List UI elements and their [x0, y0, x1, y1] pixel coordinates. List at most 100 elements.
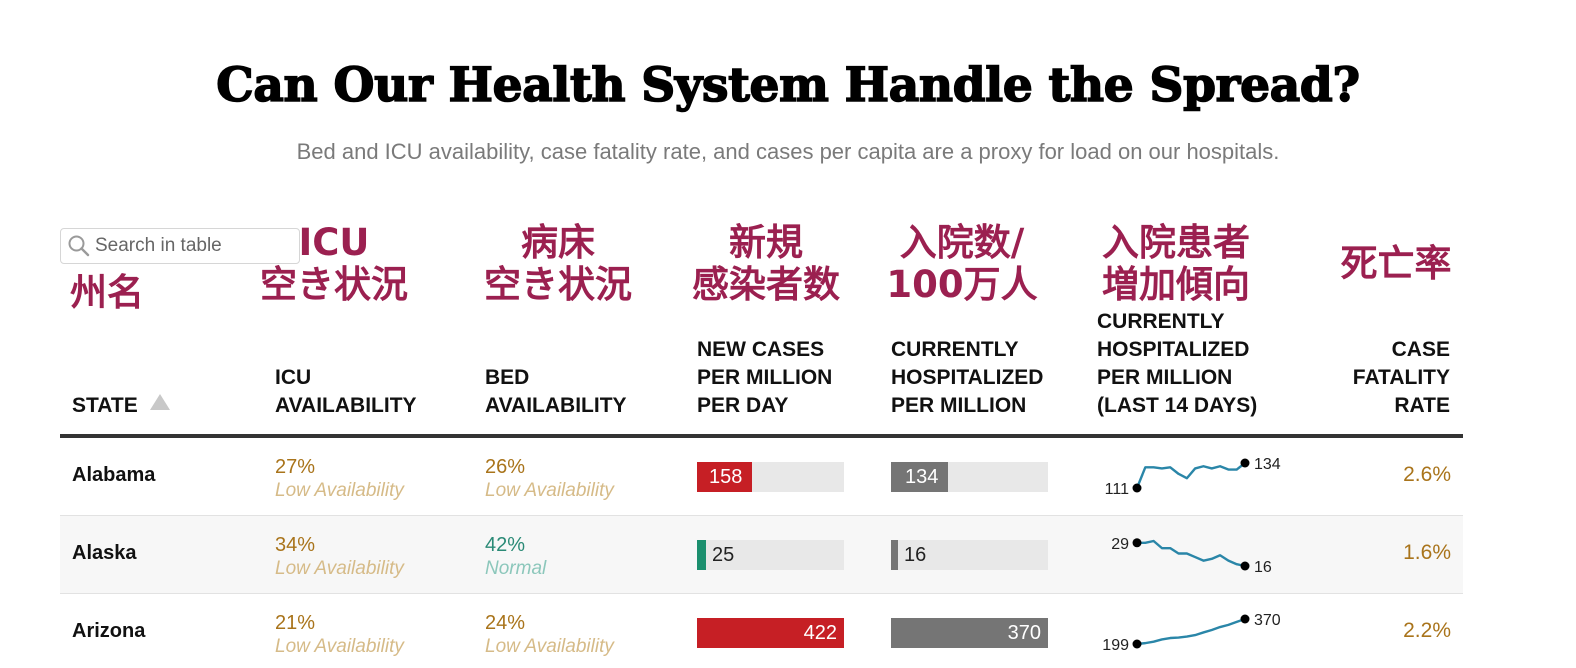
- sparkline-line: [1137, 539, 1246, 568]
- new-cases-bar: 158: [697, 462, 844, 492]
- annotation-icu: ICU 空き状況: [234, 222, 434, 306]
- sparkline-line: [1136, 617, 1246, 646]
- icu-availability: 34% Low Availability: [275, 533, 404, 581]
- table-row: Alabama 27% Low Availability 26% Low Availab…: [60, 438, 1463, 516]
- icu-status-label: Low Availability: [275, 558, 404, 579]
- hospitalized-bar: 134: [891, 462, 1048, 492]
- case-fatality-rate: 2.2%: [1403, 619, 1451, 642]
- state-name: Alaska: [72, 542, 137, 564]
- page-title: Can Our Health System Handle the Spread?: [215, 57, 1360, 114]
- column-header-state[interactable]: STATE: [72, 392, 170, 420]
- new-cases-bar-fill: [697, 462, 752, 492]
- column-header-line: AVAILABILITY: [485, 394, 627, 417]
- column-header-line: CURRENTLY: [891, 338, 1019, 361]
- annotation-new-line1: 新規: [729, 221, 803, 264]
- new-cases-bar-fill: [697, 618, 844, 648]
- bed-pct: 26%: [485, 456, 526, 478]
- column-header-line: HOSPITALIZED: [891, 366, 1044, 389]
- sparkline-line: [1135, 462, 1246, 489]
- column-header-cfr[interactable]: CASE FATALITY RATE: [1250, 336, 1450, 420]
- new-cases-bar: 25: [697, 540, 844, 570]
- sparkline: 111 134: [1105, 456, 1281, 498]
- header-divider: [60, 434, 1463, 438]
- new-cases-bar: 422: [697, 618, 844, 648]
- hospitalized-value: 16: [904, 544, 927, 566]
- search-input[interactable]: [95, 235, 295, 257]
- new-cases-value: 158: [709, 466, 743, 488]
- sparkline-start-dot: [1132, 483, 1142, 493]
- column-header-line: PER DAY: [697, 394, 789, 417]
- column-header-line: PER MILLION: [697, 366, 833, 389]
- sparkline-end-label: 370: [1254, 612, 1281, 629]
- new-cases-value: 422: [803, 622, 837, 644]
- column-header-line: NEW CASES: [697, 338, 825, 361]
- annotation-hosp-line2: 100万人: [886, 263, 1038, 306]
- search-icon: [61, 229, 95, 263]
- annotation-icu-line1: ICU: [298, 221, 370, 264]
- sparkline-end-label: 134: [1254, 456, 1281, 473]
- column-header-line: HOSPITALIZED: [1097, 338, 1250, 361]
- column-header-bed[interactable]: BED AVAILABILITY: [485, 364, 627, 420]
- table-search[interactable]: [60, 228, 300, 264]
- column-header-state-label: STATE: [72, 394, 138, 417]
- column-header-line: FATALITY: [1352, 366, 1450, 389]
- sparkline-start-label: 111: [1105, 481, 1129, 498]
- icu-pct: 21%: [275, 612, 316, 634]
- hospitalized-value: 370: [1007, 622, 1041, 644]
- case-fatality-rate: 2.6%: [1403, 463, 1451, 486]
- bed-status-label: Low Availability: [485, 636, 614, 657]
- annotation-trend: 入院患者 増加傾向: [1076, 222, 1276, 306]
- icu-pct: 34%: [275, 534, 316, 556]
- hospitalized-bar: 370: [891, 618, 1048, 648]
- sparkline-start-dot: [1132, 639, 1142, 649]
- column-header-new-cases[interactable]: NEW CASES PER MILLION PER DAY: [697, 336, 832, 420]
- bed-status-label: Normal: [485, 558, 547, 579]
- annotation-hospitalized: 入院数/ 100万人: [862, 222, 1062, 306]
- annotation-bed: 病床 空き状況: [458, 222, 658, 306]
- icu-availability: 27% Low Availability: [275, 455, 404, 503]
- new-cases-value: 25: [712, 544, 735, 566]
- table-row: Alaska 34% Low Availability 42% Normal 25 16 29…: [60, 516, 1463, 594]
- sparkline: 199 370: [1102, 612, 1281, 654]
- hospitalized-bar: 16: [891, 540, 1048, 570]
- icu-pct: 27%: [275, 456, 316, 478]
- bed-pct: 42%: [485, 534, 526, 556]
- sparkline-end-label: 16: [1254, 559, 1272, 576]
- column-header-line: (LAST 14 DAYS): [1097, 394, 1258, 417]
- sparkline-end-dot: [1240, 458, 1250, 468]
- table-row: Arizona 21% Low Availability 24% Low Availab…: [60, 594, 1463, 668]
- column-header-hospitalized[interactable]: CURRENTLY HOSPITALIZED PER MILLION: [891, 336, 1043, 420]
- column-header-line: ICU: [275, 366, 312, 389]
- bed-availability: 24% Low Availability: [485, 611, 614, 659]
- column-header-line: PER MILLION: [1097, 366, 1233, 389]
- annotation-new-line2: 感染者数: [692, 263, 840, 306]
- icu-availability: 21% Low Availability: [275, 611, 404, 659]
- bed-pct: 24%: [485, 612, 526, 634]
- column-header-line: PER MILLION: [891, 394, 1027, 417]
- column-header-line: AVAILABILITY: [275, 394, 417, 417]
- sort-ascending-icon[interactable]: [149, 394, 170, 410]
- bed-availability: 42% Normal: [485, 533, 546, 581]
- sparkline: 29 16: [1111, 536, 1272, 576]
- new-cases-bar-fill: [697, 540, 706, 570]
- annotation-bed-line2: 空き状況: [484, 263, 632, 306]
- annotation-cfr: 死亡率: [1340, 242, 1452, 285]
- state-name: Arizona: [72, 620, 146, 642]
- sparkline-start-label: 199: [1102, 637, 1129, 654]
- sparkline-end-dot: [1240, 561, 1250, 571]
- annotation-trend-line2: 増加傾向: [1102, 263, 1250, 306]
- column-header-trend: CURRENTLY HOSPITALIZED PER MILLION (LAST…: [1097, 308, 1257, 420]
- column-header-line: BED: [485, 366, 530, 389]
- annotation-icu-line2: 空き状況: [260, 263, 408, 306]
- column-header-line: RATE: [1394, 394, 1450, 417]
- page-subtitle: Bed and ICU availability, case fatality …: [296, 139, 1280, 164]
- annotation-state: 州名: [70, 271, 144, 314]
- column-header-icu[interactable]: ICU AVAILABILITY: [275, 364, 417, 420]
- hospitalized-bar-fill: [891, 618, 1048, 648]
- bed-availability: 26% Low Availability: [485, 455, 614, 503]
- annotation-bed-line1: 病床: [521, 221, 595, 264]
- case-fatality-rate: 1.6%: [1403, 541, 1451, 564]
- icu-status-label: Low Availability: [275, 636, 404, 657]
- icu-status-label: Low Availability: [275, 480, 404, 501]
- sparkline-end-dot: [1240, 614, 1250, 624]
